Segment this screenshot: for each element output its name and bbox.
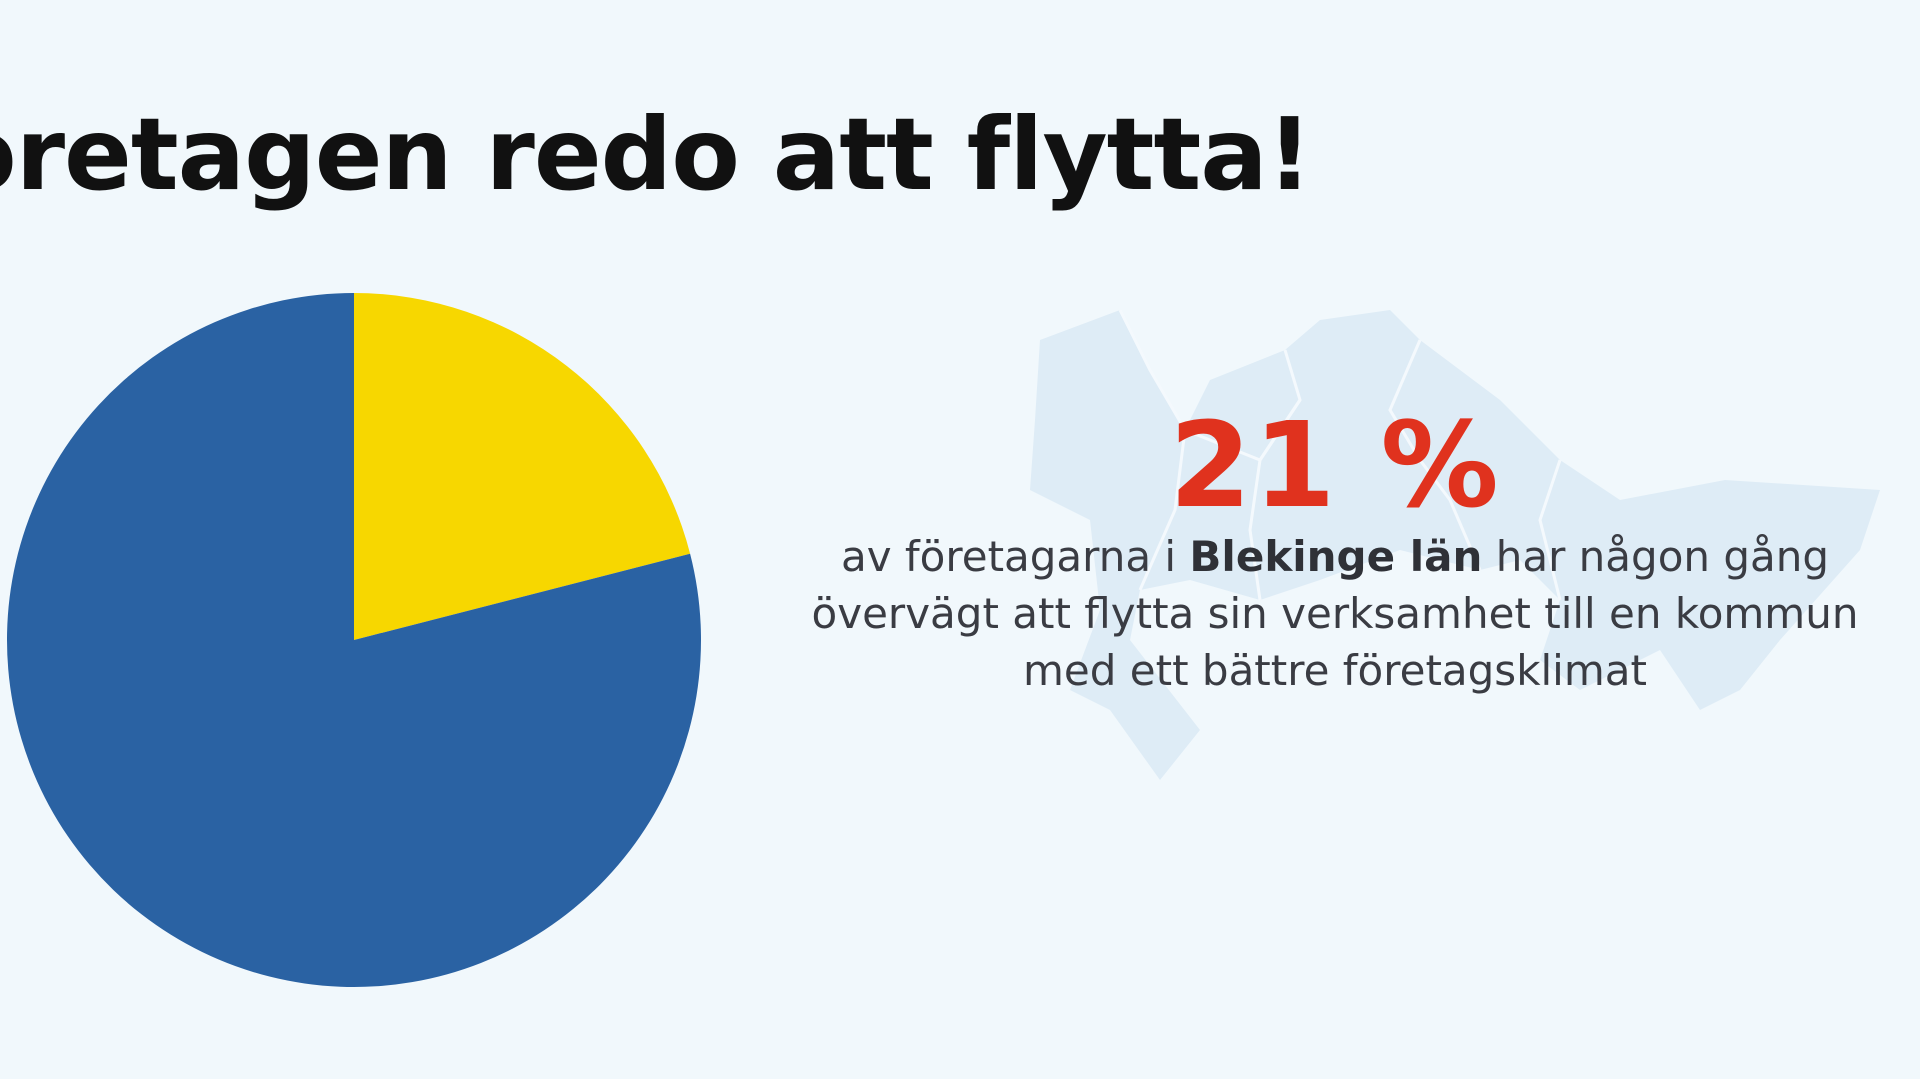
pie-slice-1 bbox=[354, 293, 691, 640]
stat-block: 21 % av företagarna i Blekinge län har n… bbox=[760, 400, 1910, 699]
stat-line-1-post: har någon gång bbox=[1482, 532, 1830, 581]
pie-slice-2 bbox=[6, 293, 701, 988]
map-county-outline bbox=[1030, 310, 1880, 780]
stat-line-3: med ett bättre företagsklimat bbox=[1023, 646, 1647, 695]
pie-slices bbox=[6, 293, 701, 988]
map-municipality-borders bbox=[1118, 310, 1562, 601]
stat-line-1: av företagarna i Blekinge län har någon … bbox=[760, 528, 1910, 585]
blekinge-map-illustration bbox=[1030, 310, 1880, 780]
stat-county-name: Blekinge län bbox=[1189, 532, 1483, 581]
stat-line-2: övervägt att flytta sin verksamhet till … bbox=[811, 589, 1859, 638]
pie-chart bbox=[6, 293, 701, 988]
stat-line-1-pre: av företagarna i bbox=[840, 532, 1190, 581]
page-title: öretagen redo att flytta! bbox=[0, 96, 1312, 213]
stat-percent: 21 % bbox=[1169, 396, 1501, 534]
stat-description: av företagarna i Blekinge län har någon … bbox=[760, 528, 1910, 699]
